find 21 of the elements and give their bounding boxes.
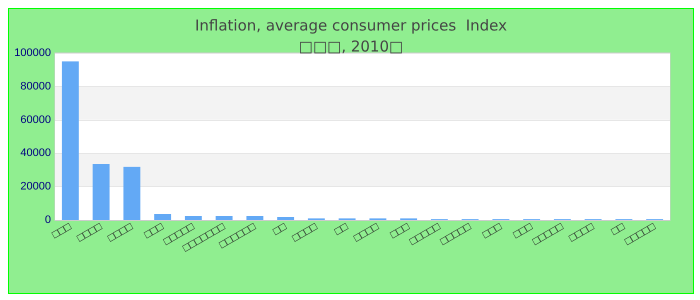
x-tick-label: □□□ — [50, 220, 74, 242]
x-tick-label: □□□ — [480, 220, 504, 242]
x-tick-label: □□ — [609, 220, 628, 238]
y-tick-label: 40000 — [20, 147, 51, 160]
y-tick-label: 20000 — [20, 180, 51, 193]
bar — [184, 216, 202, 220]
bar — [92, 164, 110, 220]
x-tick-label: □□ — [271, 220, 289, 238]
bar — [154, 214, 172, 220]
bar — [216, 216, 233, 220]
bar — [246, 216, 264, 220]
y-tick-label: 0 — [44, 214, 51, 226]
y-tick-label: 100000 — [14, 47, 51, 59]
chart-subtitle: □□□, 2010□ — [298, 38, 404, 56]
bar — [62, 61, 79, 220]
x-tick-label: □□ — [332, 220, 350, 238]
bar — [123, 166, 140, 220]
bar — [277, 216, 294, 220]
chart-title: Inflation, average consumer prices Index — [194, 16, 508, 34]
y-tick-label: 60000 — [20, 114, 51, 126]
y-tick-label: 80000 — [20, 80, 51, 92]
